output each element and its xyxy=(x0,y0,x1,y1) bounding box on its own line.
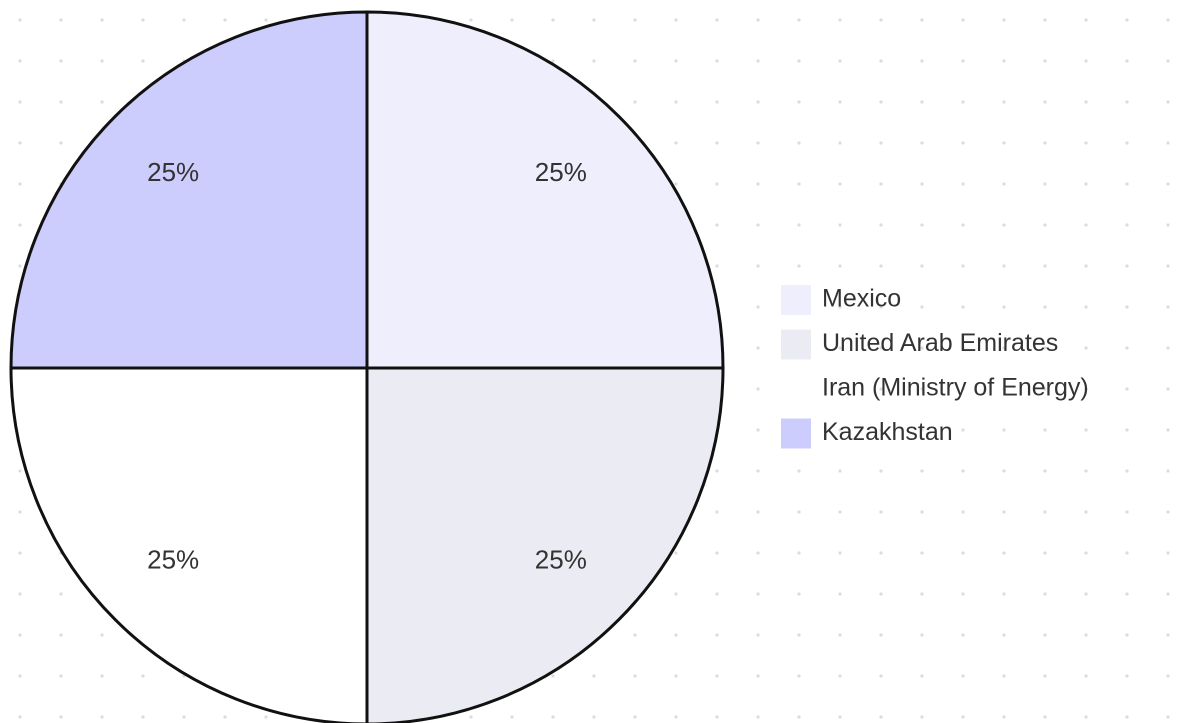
slice-label: 25% xyxy=(535,545,587,575)
legend-swatch xyxy=(781,374,811,404)
pie-slice xyxy=(9,10,369,370)
slice-label: 25% xyxy=(147,545,199,575)
legend-swatch xyxy=(781,329,811,360)
legend-label: Mexico xyxy=(822,285,901,313)
legend-swatch xyxy=(781,285,811,315)
slice-label: 25% xyxy=(535,157,587,187)
legend-swatch xyxy=(781,418,811,449)
pie-slice xyxy=(365,10,725,370)
legend: Mexico United Arab Emirates Iran (Ministry… xyxy=(781,285,1089,449)
pie: 25% 25% 25% 25% xyxy=(9,10,725,723)
legend-label: Iran (Ministry of Energy) xyxy=(822,374,1089,402)
pie-slice xyxy=(365,366,725,723)
pie-slice xyxy=(9,366,369,723)
slice-label: 25% xyxy=(147,157,199,187)
legend-label: United Arab Emirates xyxy=(822,329,1058,357)
legend-label: Kazakhstan xyxy=(822,418,953,446)
